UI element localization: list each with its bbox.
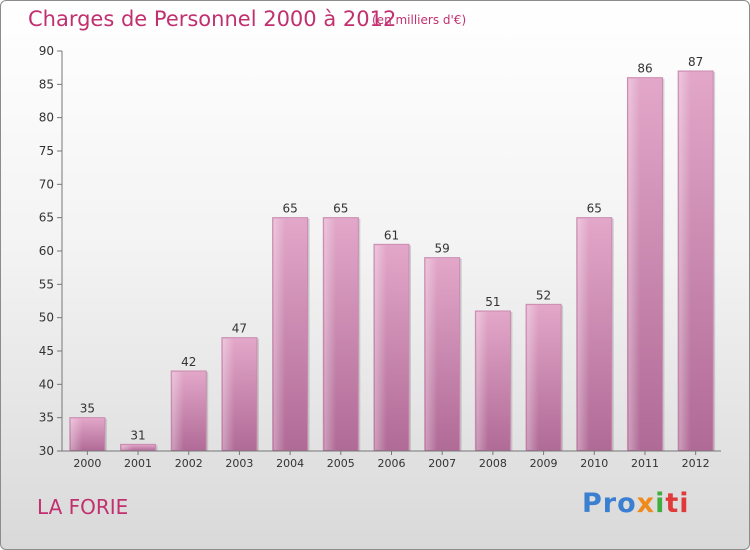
y-axis: 30 35 40 45 50 55 60 65 70 75 80 85 90: [39, 44, 63, 458]
bar-value-label: 61: [384, 228, 399, 242]
y-tick-label: 70: [39, 177, 54, 191]
bar-value-label: 52: [536, 288, 551, 302]
y-tick-label: 85: [39, 77, 54, 91]
x-tick-label: 2007: [428, 457, 456, 470]
chart-title: Charges de Personnel 2000 à 2012: [28, 7, 397, 31]
bar-value-label: 65: [282, 202, 297, 216]
y-tick-label: 80: [39, 111, 54, 125]
bar-value-label: 42: [181, 355, 196, 369]
logo-letters-4: ti: [665, 488, 690, 519]
bar-highlight: [679, 72, 691, 450]
bar-value-label: 65: [587, 202, 602, 216]
bar-highlight: [70, 418, 83, 450]
bar-highlight: [527, 305, 539, 450]
y-tick-label: 35: [39, 411, 54, 425]
bars: 35 31 42 47 65 65 61 59 51 52 65 86 87: [69, 55, 716, 452]
x-tick-label: 2001: [124, 457, 152, 470]
bar-highlight: [476, 312, 489, 450]
x-tick-label: 2006: [378, 457, 406, 470]
x-tick-label: 2009: [530, 457, 558, 470]
bar-highlight: [172, 372, 184, 450]
x-tick-label: 2003: [225, 457, 253, 470]
y-tick-label: 55: [39, 277, 54, 291]
y-tick-label: 30: [39, 444, 54, 458]
bar-highlight: [577, 218, 590, 450]
x-tick-label: 2011: [631, 457, 659, 470]
commune-name: LA FORIE: [37, 495, 129, 519]
y-tick-label: 60: [39, 244, 54, 258]
bar-value-label: 87: [688, 55, 703, 69]
y-tick-label: 45: [39, 344, 54, 358]
x-tick-label: 2012: [682, 457, 710, 470]
bar-highlight: [375, 245, 387, 450]
y-tick-label: 90: [39, 44, 54, 58]
x-tick-label: 2008: [479, 457, 507, 470]
x-tick-label: 2004: [276, 457, 304, 470]
bar-value-label: 65: [333, 202, 348, 216]
bar-value-label: 31: [130, 428, 145, 442]
bar-value-label: 86: [637, 62, 652, 76]
bar-value-label: 35: [80, 402, 95, 416]
bar-highlight: [222, 338, 235, 450]
x-tick-label: 2010: [580, 457, 608, 470]
logo-letters-1: Pro: [582, 488, 637, 519]
logo-letters-2: x: [636, 488, 656, 519]
y-tick-label: 40: [39, 377, 54, 391]
chart-subtitle: (en milliers d'€): [372, 13, 467, 27]
bar-highlight: [273, 218, 286, 450]
proxiti-logo[interactable]: Proxiti: [582, 488, 690, 519]
bar-value-label: 59: [435, 242, 450, 256]
bar-value-label: 47: [232, 322, 247, 336]
bar-highlight: [121, 445, 134, 450]
bar-value-label: 51: [485, 295, 500, 309]
x-tick-label: 2002: [175, 457, 203, 470]
bar-highlight: [324, 218, 336, 450]
x-axis: 2000 2001 2002 2003 2004 2005 2006 2007 2008 2009…: [62, 450, 721, 470]
x-tick-label: 2000: [73, 457, 101, 470]
bar-highlight: [425, 258, 438, 450]
bar-highlight: [628, 78, 641, 451]
y-tick-label: 65: [39, 211, 54, 225]
y-tick-label: 75: [39, 144, 54, 158]
y-tick-label: 50: [39, 311, 54, 325]
logo-letters-3: i: [655, 488, 666, 519]
x-tick-label: 2005: [327, 457, 355, 470]
